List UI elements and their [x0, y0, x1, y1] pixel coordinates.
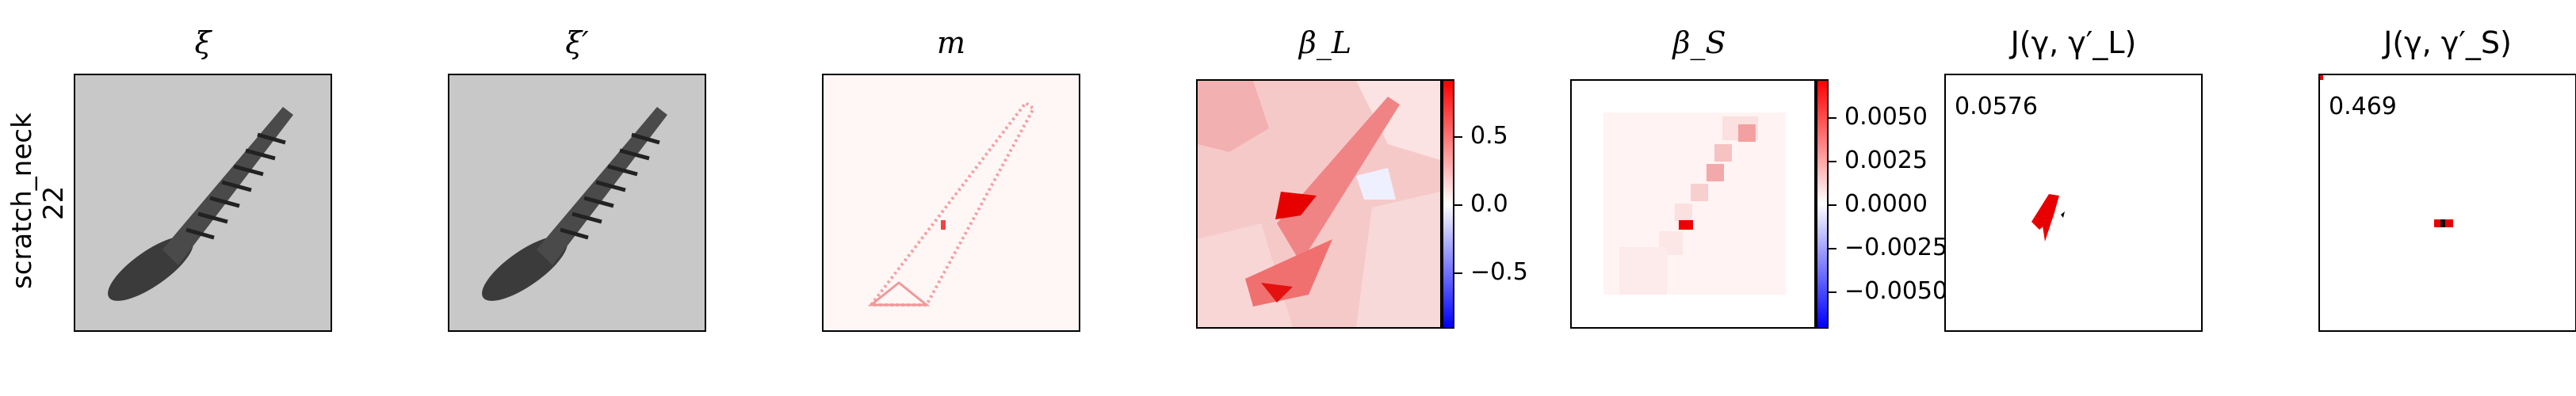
image-xi [74, 74, 332, 332]
row-label-line2: 22 [38, 185, 70, 220]
beta-s-map [1572, 81, 1814, 327]
tick-mark [1829, 161, 1836, 162]
panel-title-xi: ξ [194, 25, 212, 60]
tick-mark [1829, 248, 1836, 249]
panel-title-xi-prime: ξ′ [565, 25, 589, 60]
jaccard-l-map [2031, 194, 2065, 242]
row-label: scratch_neck 22 [0, 0, 79, 396]
panel-title-beta-l: β_L [1298, 25, 1352, 60]
tick-mark [1454, 272, 1462, 274]
colorbar-beta-l [1442, 79, 1454, 329]
score-jaccard-s: 0.469 [2329, 93, 2397, 120]
panel-title-beta-s: β_S [1672, 25, 1726, 60]
colorbar-beta-s [1816, 79, 1829, 329]
screw-image-prime [449, 75, 705, 330]
colorbar-beta-l-tick-1: 0.5 [1470, 122, 1508, 150]
colorbar-beta-s-tick-3: 0.0000 [1844, 190, 1928, 218]
colorbar-beta-l-tick-3: −0.5 [1470, 258, 1528, 286]
panel-title-jaccard-l: J(γ, γ′_L) [2010, 25, 2137, 60]
colorbar-beta-s-tick-5: −0.0050 [1844, 277, 1948, 305]
image-beta-s [1570, 79, 1816, 329]
beta-l-map [1198, 81, 1440, 327]
colorbar-beta-l-tick-2: 0.0 [1470, 190, 1508, 218]
panel-title-m: m [936, 25, 966, 60]
row-label-line1: scratch_neck [6, 112, 38, 289]
tick-mark [1829, 291, 1836, 293]
tick-mark [1829, 117, 1836, 119]
image-m [822, 74, 1080, 332]
colorbar-beta-s-tick-2: 0.0025 [1844, 147, 1928, 174]
score-jaccard-l: 0.0576 [1955, 93, 2038, 120]
jaccard-s-map [2320, 75, 2453, 227]
screw-image [75, 75, 331, 330]
image-beta-l [1196, 79, 1442, 329]
panel-title-jaccard-s: J(γ, γ′_S) [2383, 25, 2512, 60]
tick-mark [1454, 136, 1462, 138]
colorbar-beta-s-tick-4: −0.0025 [1844, 234, 1948, 261]
tick-mark [1454, 204, 1462, 206]
mask-image [824, 75, 1079, 330]
colorbar-beta-s-tick-1: 0.0050 [1844, 103, 1928, 131]
tick-mark [1829, 204, 1836, 206]
image-jaccard-l [1944, 74, 2203, 332]
image-xi-prime [448, 74, 706, 332]
